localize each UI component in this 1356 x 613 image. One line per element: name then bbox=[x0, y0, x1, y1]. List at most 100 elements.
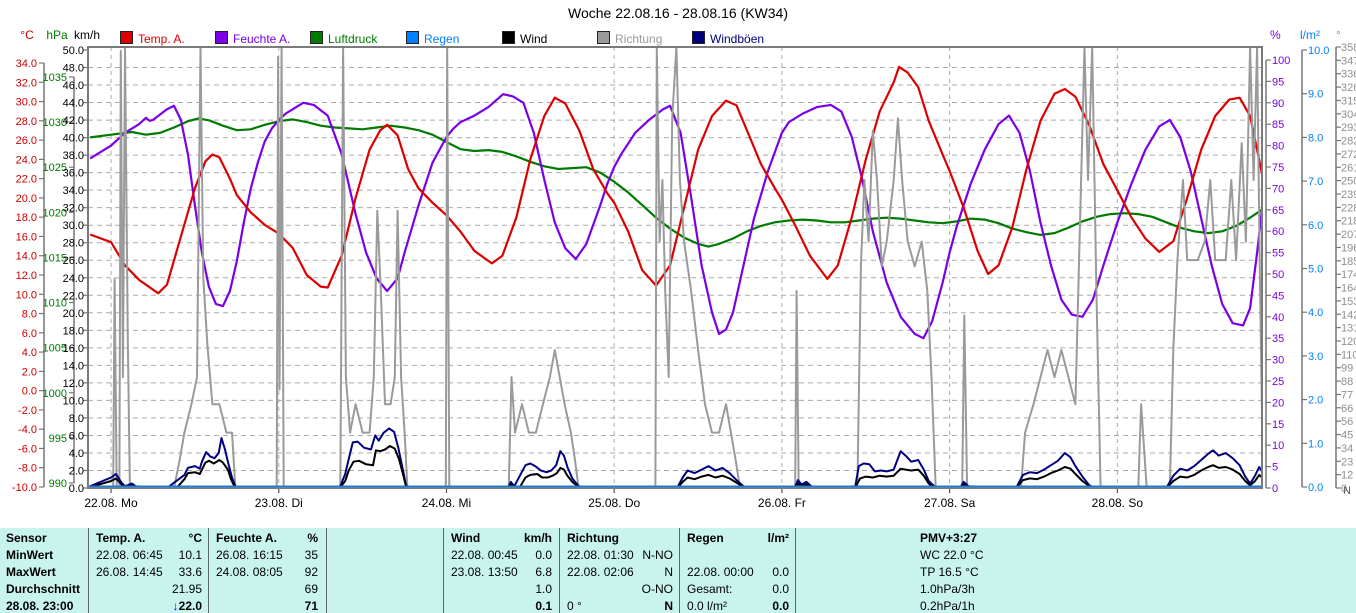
svg-text:8.0: 8.0 bbox=[1308, 132, 1323, 144]
legend-label-regen: Regen bbox=[424, 32, 460, 46]
svg-text:110: 110 bbox=[1341, 349, 1356, 361]
wind-max-value: 6.8 bbox=[535, 565, 552, 579]
svg-text:1025: 1025 bbox=[43, 162, 67, 174]
svg-text:85: 85 bbox=[1272, 119, 1284, 131]
legend-label-wind: Wind bbox=[520, 32, 548, 46]
col-unit-feuchte: % bbox=[307, 531, 318, 545]
table-col-feuchte: Feuchte A.% 26.08. 16:15 35 24.08. 08:05 9… bbox=[216, 530, 318, 613]
svg-text:77: 77 bbox=[1341, 389, 1353, 401]
svg-text:228: 228 bbox=[1341, 202, 1356, 214]
svg-text:50.0: 50.0 bbox=[63, 45, 84, 57]
temp-avg-value: 21.95 bbox=[171, 582, 202, 596]
svg-text:4.0: 4.0 bbox=[69, 448, 84, 460]
svg-text:20: 20 bbox=[1272, 397, 1284, 409]
svg-text:18.0: 18.0 bbox=[63, 325, 84, 337]
svg-text:40: 40 bbox=[1272, 312, 1284, 324]
svg-text:30.0: 30.0 bbox=[16, 97, 37, 109]
feuchte-min-date: 26.08. 16:15 bbox=[216, 548, 283, 562]
svg-text:95: 95 bbox=[1272, 76, 1284, 88]
svg-text:164: 164 bbox=[1341, 283, 1356, 295]
svg-text:7.0: 7.0 bbox=[1308, 176, 1323, 188]
table-divider bbox=[443, 528, 444, 613]
svg-text:6.0: 6.0 bbox=[22, 328, 37, 340]
temp-min-value: 10.1 bbox=[178, 548, 202, 562]
svg-text:282: 282 bbox=[1341, 136, 1356, 148]
series-richtung bbox=[90, 47, 1262, 488]
col-unit-wind: km/h bbox=[523, 531, 552, 545]
svg-text:5: 5 bbox=[1272, 462, 1278, 474]
x-tick-label: 27.08. Sa bbox=[924, 496, 976, 510]
svg-text:90: 90 bbox=[1272, 98, 1284, 110]
series-feuchte bbox=[89, 93, 1262, 340]
axis-hpa: 1035 1030 1025 1020 1015 1010 1005 1000 995 990 bbox=[43, 72, 75, 490]
svg-text:28.0: 28.0 bbox=[16, 116, 37, 128]
legend-swatch-richtung bbox=[597, 31, 610, 44]
svg-text:1000: 1000 bbox=[43, 388, 67, 400]
x-tick-label: 22.08. Mo bbox=[84, 496, 138, 510]
svg-text:80: 80 bbox=[1272, 141, 1284, 153]
table-divider bbox=[326, 528, 327, 613]
legend-label-richtung: Richtung bbox=[615, 32, 663, 46]
svg-text:100: 100 bbox=[1272, 55, 1290, 67]
svg-text:12.0: 12.0 bbox=[16, 270, 37, 282]
svg-text:26.0: 26.0 bbox=[63, 255, 84, 267]
legend-swatch-feuchte bbox=[215, 31, 228, 44]
svg-text:153: 153 bbox=[1341, 296, 1356, 308]
svg-text:34: 34 bbox=[1341, 443, 1353, 455]
x-tick-label: 28.08. So bbox=[1092, 496, 1144, 510]
temp-min-date: 22.08. 06:45 bbox=[96, 548, 163, 562]
regen-total-label: Gesamt: bbox=[687, 582, 733, 596]
axis-tempc: 34.0 32.0 30.0 28.0 26.0 24.0 22.0 20.0 18.0 16.0… bbox=[12, 58, 45, 494]
row-label-maxwert: MaxWert bbox=[6, 565, 56, 579]
svg-text:18.0: 18.0 bbox=[16, 212, 37, 224]
svg-text:-8.0: -8.0 bbox=[18, 463, 37, 475]
series-windboeen bbox=[89, 427, 1262, 488]
axis-lm2: 10.0 9.0 8.0 7.0 6.0 5.0 4.0 3.0 2.0 1.0 0.0 bbox=[1301, 45, 1329, 494]
svg-text:4.0: 4.0 bbox=[22, 347, 37, 359]
svg-text:336: 336 bbox=[1341, 69, 1356, 81]
svg-text:16.0: 16.0 bbox=[16, 231, 37, 243]
svg-text:45: 45 bbox=[1341, 430, 1353, 442]
svg-text:34.0: 34.0 bbox=[63, 185, 84, 197]
wind-min-value: 0.0 bbox=[535, 548, 552, 562]
table-col-regen: Regen l/m² 22.08. 00:00 0.0 Gesamt: 0.0 0.0… bbox=[687, 530, 789, 613]
row-label-minwert: MinWert bbox=[6, 548, 54, 562]
svg-text:30: 30 bbox=[1272, 355, 1284, 367]
svg-text:1030: 1030 bbox=[43, 117, 67, 129]
regen-total-value: 0.0 bbox=[772, 582, 789, 596]
svg-text:0.0: 0.0 bbox=[22, 386, 37, 398]
svg-text:25: 25 bbox=[1272, 376, 1284, 388]
feuchte-min-value: 35 bbox=[304, 548, 318, 562]
svg-text:196: 196 bbox=[1341, 242, 1356, 254]
svg-text:8.0: 8.0 bbox=[69, 413, 84, 425]
svg-text:14.0: 14.0 bbox=[16, 251, 37, 263]
svg-text:75: 75 bbox=[1272, 162, 1284, 174]
table-divider bbox=[679, 528, 680, 613]
svg-text:38.0: 38.0 bbox=[63, 150, 84, 162]
svg-text:304: 304 bbox=[1341, 109, 1356, 121]
wind-min-date: 22.08. 00:45 bbox=[451, 548, 518, 562]
svg-text:12: 12 bbox=[1341, 470, 1353, 482]
unit-label-tempc: °C bbox=[20, 28, 34, 42]
svg-text:-2.0: -2.0 bbox=[18, 405, 37, 417]
richtung-current-deg: 0 ° bbox=[567, 599, 582, 613]
table-col-pmv: PMV+3:27 WC 22.0 °C TP 16.5 °C 1.0hPa/3h… bbox=[920, 530, 1140, 613]
richtung-min-value: N-NO bbox=[642, 548, 673, 562]
feuchte-current-value: 71 bbox=[304, 599, 318, 613]
svg-text:16.0: 16.0 bbox=[63, 343, 84, 355]
svg-text:48.0: 48.0 bbox=[63, 63, 84, 75]
table-divider bbox=[88, 528, 89, 613]
svg-text:42.0: 42.0 bbox=[63, 115, 84, 127]
legend-swatch-wind bbox=[502, 31, 515, 44]
svg-text:2.0: 2.0 bbox=[1308, 395, 1323, 407]
col-header-feuchte: Feuchte A. bbox=[216, 531, 277, 545]
svg-text:-6.0: -6.0 bbox=[18, 443, 37, 455]
svg-text:1010: 1010 bbox=[43, 298, 67, 310]
svg-text:995: 995 bbox=[49, 433, 67, 445]
svg-text:347: 347 bbox=[1341, 55, 1356, 67]
row-label-current-time: 28.08. 23:00 bbox=[6, 599, 74, 613]
axis-kmh: 50.0 48.0 46.0 44.0 42.0 40.0 38.0 36.0 34.0 32.0… bbox=[63, 45, 89, 495]
svg-text:990: 990 bbox=[49, 478, 67, 490]
pmv-windchill: WC 22.0 °C bbox=[920, 548, 984, 562]
svg-text:1005: 1005 bbox=[43, 343, 67, 355]
